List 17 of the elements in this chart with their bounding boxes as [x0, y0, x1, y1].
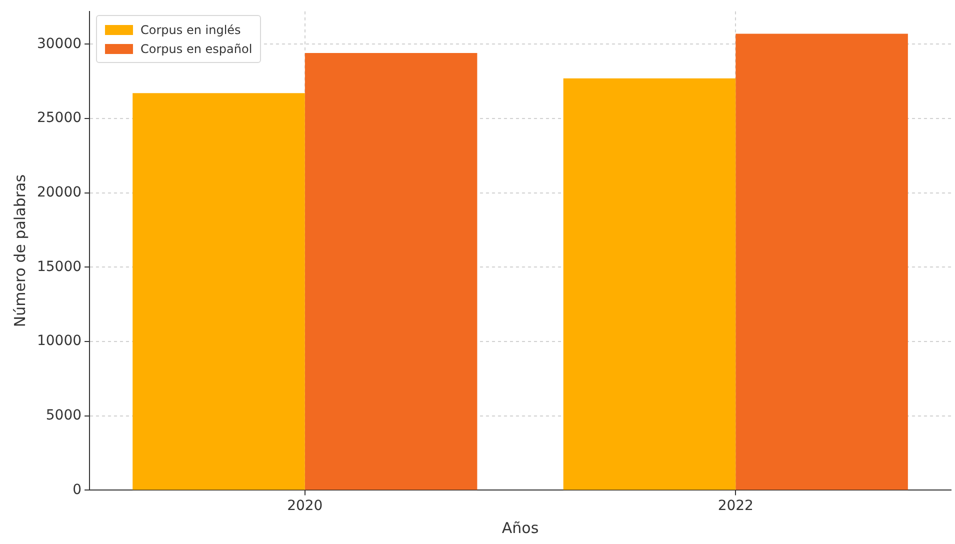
bar	[304, 53, 478, 490]
bar	[736, 34, 908, 490]
y-tick-label: 0	[72, 482, 82, 498]
y-tick-label: 20000	[36, 184, 82, 200]
y-tick-label: 15000	[36, 258, 82, 275]
bar	[563, 78, 736, 490]
y-tick-label: 10000	[36, 333, 82, 350]
legend-label: Corpus en inglés	[140, 22, 241, 37]
legend-label: Corpus en español	[140, 42, 252, 56]
y-axis-title: Número de palabras	[10, 174, 29, 328]
bar	[132, 93, 305, 490]
y-tick-label: 30000	[36, 36, 82, 52]
x-tick-label: 2022	[718, 498, 754, 514]
y-tick-label: 25000	[36, 110, 82, 126]
y-tick-label: 5000	[46, 407, 82, 424]
x-axis-title: Años	[502, 518, 539, 537]
x-tick-label: 2020	[287, 498, 323, 514]
